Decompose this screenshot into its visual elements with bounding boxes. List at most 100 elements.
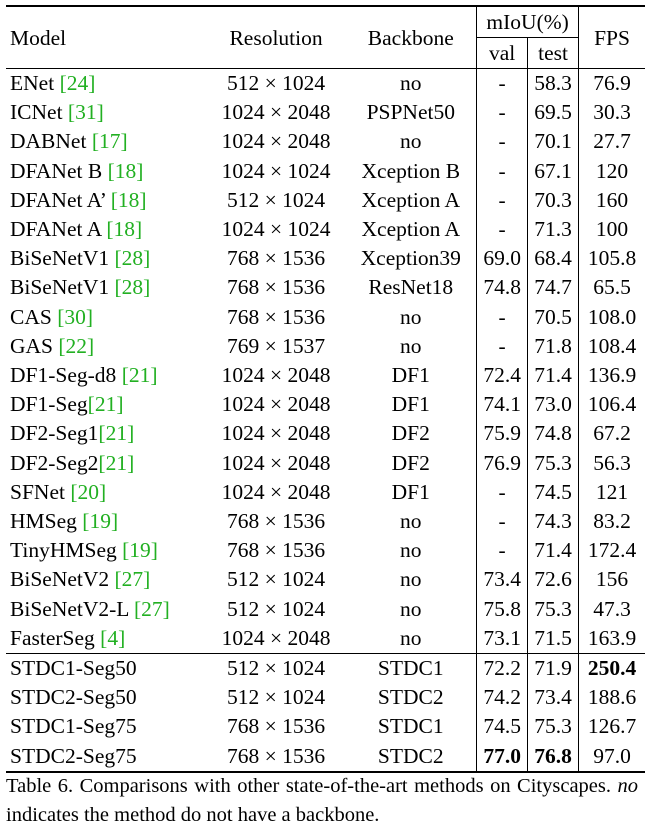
model-name: BiSeNetV2 <box>10 567 115 592</box>
fps-cell: 83.2 <box>578 507 645 537</box>
citation-link[interactable]: [30] <box>57 304 94 329</box>
model-cell: STDC2-Seg75 <box>6 741 207 773</box>
model-cell: DABNet [17] <box>6 127 207 156</box>
citation-link[interactable]: [21] <box>87 392 124 417</box>
fps-cell: 108.4 <box>578 331 645 362</box>
fps-cell: 67.2 <box>578 419 645 449</box>
table-row: DABNet [17] 1024 × 2048 no -70.1 27.7 <box>6 127 645 157</box>
test-cell: 73.0 <box>527 390 579 420</box>
citation-link[interactable]: [27] <box>114 567 151 592</box>
backbone-cell: no <box>400 596 422 621</box>
header-test: test <box>527 37 579 69</box>
model-name: BiSeNetV1 <box>10 275 115 300</box>
citation-link[interactable]: [21] <box>121 363 158 388</box>
citation-link[interactable]: [19] <box>122 538 158 563</box>
citation-link[interactable]: [31] <box>67 100 104 125</box>
table-row: GAS [22] 769 × 1537 no -71.8 108.4 <box>6 331 645 362</box>
citation-link[interactable]: [21] <box>98 421 135 446</box>
citation-link[interactable]: [18] <box>110 187 147 212</box>
model-cell: DFANet A’ [18] <box>6 186 207 215</box>
model-name: DABNet <box>10 129 92 154</box>
model-cell: FasterSeg [4] <box>6 624 207 654</box>
citation-link[interactable]: [28] <box>114 246 151 271</box>
model-cell: GAS [22] <box>6 332 207 361</box>
resolution-cell: 768 × 1536 <box>226 304 326 329</box>
fps-cell: 97.0 <box>578 741 645 773</box>
citation-link[interactable]: [20] <box>70 479 107 504</box>
fps-cell: 65.5 <box>578 273 645 303</box>
citation-link[interactable]: [19] <box>82 509 119 534</box>
backbone-cell: Xception39 <box>360 246 461 271</box>
table-row: BiSeNetV1 [28] 768 × 1536 Xception39 69.0 68… <box>6 244 645 274</box>
val-cell: 74.8 <box>476 273 528 303</box>
val-cell-bold: 77.0 <box>483 743 521 768</box>
backbone-cell: Xception B <box>361 158 461 183</box>
table-body-ours: STDC1-Seg50 512 × 1024 STDC1 72.2 71.9 250.4 S… <box>6 653 645 773</box>
resolution-cell: 1024 × 2048 <box>221 479 331 504</box>
model-name: FasterSeg <box>10 625 101 650</box>
citation-link[interactable]: [21] <box>98 450 135 475</box>
citation-link[interactable]: [17] <box>91 129 128 154</box>
resolution-cell: 1024 × 1024 <box>221 217 331 242</box>
resolution-cell: 769 × 1537 <box>226 333 326 358</box>
model-cell: CAS [30] <box>6 303 207 332</box>
test-cell: 58.3 <box>527 68 579 99</box>
citation-link[interactable]: [22] <box>58 333 95 358</box>
resolution-cell: 1024 × 2048 <box>221 450 331 475</box>
model-cell: ICNet [31] <box>6 98 207 127</box>
table-row: DFANet B [18] 1024 × 1024 Xception B -67.1 1… <box>6 156 645 186</box>
val-cell: - <box>476 302 528 332</box>
citation-link[interactable]: [28] <box>114 275 151 300</box>
test-cell: 71.3 <box>527 215 579 245</box>
fps-cell: 106.4 <box>578 390 645 420</box>
fps-cell: 126.7 <box>578 712 645 742</box>
model-cell: DF2-Seg2[21] <box>6 449 207 478</box>
citation-link[interactable]: [18] <box>107 158 144 183</box>
val-cell: - <box>476 477 528 508</box>
resolution-cell: 1024 × 1024 <box>221 158 331 183</box>
model-name: HMSeg <box>10 509 83 534</box>
val-cell: - <box>476 507 528 537</box>
citation-link[interactable]: [27] <box>134 596 170 621</box>
test-cell: 74.7 <box>527 273 579 303</box>
resolution-cell: 1024 × 2048 <box>221 392 331 417</box>
model-name: DFANet A’ <box>10 187 111 212</box>
test-cell: 74.5 <box>527 477 579 508</box>
citation-link[interactable]: [18] <box>106 217 143 242</box>
test-cell: 71.9 <box>527 653 579 684</box>
test-cell: 72.6 <box>527 565 579 595</box>
backbone-cell: DF1 <box>391 363 430 388</box>
fps-cell: 172.4 <box>578 536 645 566</box>
fps-cell: 56.3 <box>578 448 645 478</box>
fps-cell-bold: 250.4 <box>587 656 637 681</box>
model-cell: STDC2-Seg50 <box>10 685 137 710</box>
model-cell: BiSeNetV2 [27] <box>6 565 207 594</box>
backbone-cell: no <box>400 304 422 329</box>
fps-cell: 250.4 <box>578 653 645 684</box>
backbone-cell: DF2 <box>391 450 430 475</box>
model-name: DF2-Seg1 <box>10 421 99 446</box>
table-row: DFANet A [18] 1024 × 1024 Xception A -71.3 1… <box>6 215 645 245</box>
test-cell: 74.8 <box>527 419 579 449</box>
resolution-cell: 1024 × 2048 <box>221 363 331 388</box>
val-cell: - <box>476 68 528 99</box>
test-cell: 70.1 <box>527 127 579 157</box>
backbone-cell: no <box>345 68 477 99</box>
test-cell: 73.4 <box>527 683 579 713</box>
model-name: DF2-Seg2 <box>10 450 99 475</box>
comparison-table: Model Resolution Backbone mIoU(%) FPS va… <box>6 5 645 773</box>
table-row: HMSeg [19] 768 × 1536 no -74.3 83.2 <box>6 507 645 537</box>
val-cell: 77.0 <box>476 741 528 773</box>
backbone-cell: STDC2 <box>377 685 444 710</box>
citation-link[interactable]: [24] <box>59 71 96 95</box>
citation-link[interactable]: [4] <box>100 625 126 650</box>
model-cell: DF1-Seg[21] <box>6 390 207 419</box>
test-cell: 67.1 <box>527 156 579 186</box>
resolution-cell: 512 × 1024 <box>206 68 346 99</box>
model-name: DFANet B <box>10 158 108 183</box>
backbone-cell: ResNet18 <box>368 275 454 300</box>
resolution-cell: 1024 × 2048 <box>221 129 331 154</box>
fps-cell: 27.7 <box>578 127 645 157</box>
fps-cell: 30.3 <box>578 98 645 128</box>
resolution-cell: 768 × 1536 <box>226 509 326 534</box>
